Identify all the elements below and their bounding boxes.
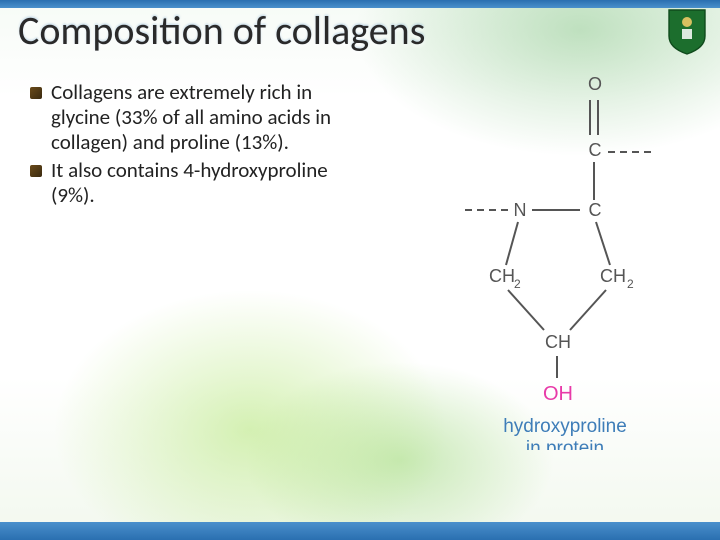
atom-ch2-left-sub: 2 xyxy=(514,277,521,291)
atom-ch-bottom: CH xyxy=(545,332,571,352)
atom-c-right: C xyxy=(589,200,602,220)
bullet-icon xyxy=(30,87,42,99)
slide-title: Composition of collagens xyxy=(18,6,425,55)
atom-ch2-right: CH xyxy=(600,266,626,286)
bullet-text: Collagens are extremely rich in glycine … xyxy=(51,80,370,154)
bullet-list: Collagens are extremely rich in glycine … xyxy=(30,80,370,212)
chemical-structure: O C N C CH 2 CH 2 CH OH hydroxyproline i… xyxy=(450,60,680,450)
atom-ch2-right-sub: 2 xyxy=(627,277,634,291)
bottom-accent-strip xyxy=(0,522,720,540)
atom-n: N xyxy=(514,200,527,220)
atom-ch2-left: CH xyxy=(489,266,515,286)
structure-caption-line2: in protein xyxy=(526,438,604,450)
atom-o: O xyxy=(588,74,602,94)
structure-caption-line1: hydroxyproline xyxy=(503,416,627,437)
list-item: Collagens are extremely rich in glycine … xyxy=(30,80,370,154)
atom-c-top: C xyxy=(589,140,602,160)
atom-oh: OH xyxy=(543,383,573,405)
bullet-text: It also contains 4-hydroxyproline (9%). xyxy=(51,158,370,208)
institution-logo xyxy=(666,6,708,56)
list-item: It also contains 4-hydroxyproline (9%). xyxy=(30,158,370,208)
bullet-icon xyxy=(30,165,42,177)
